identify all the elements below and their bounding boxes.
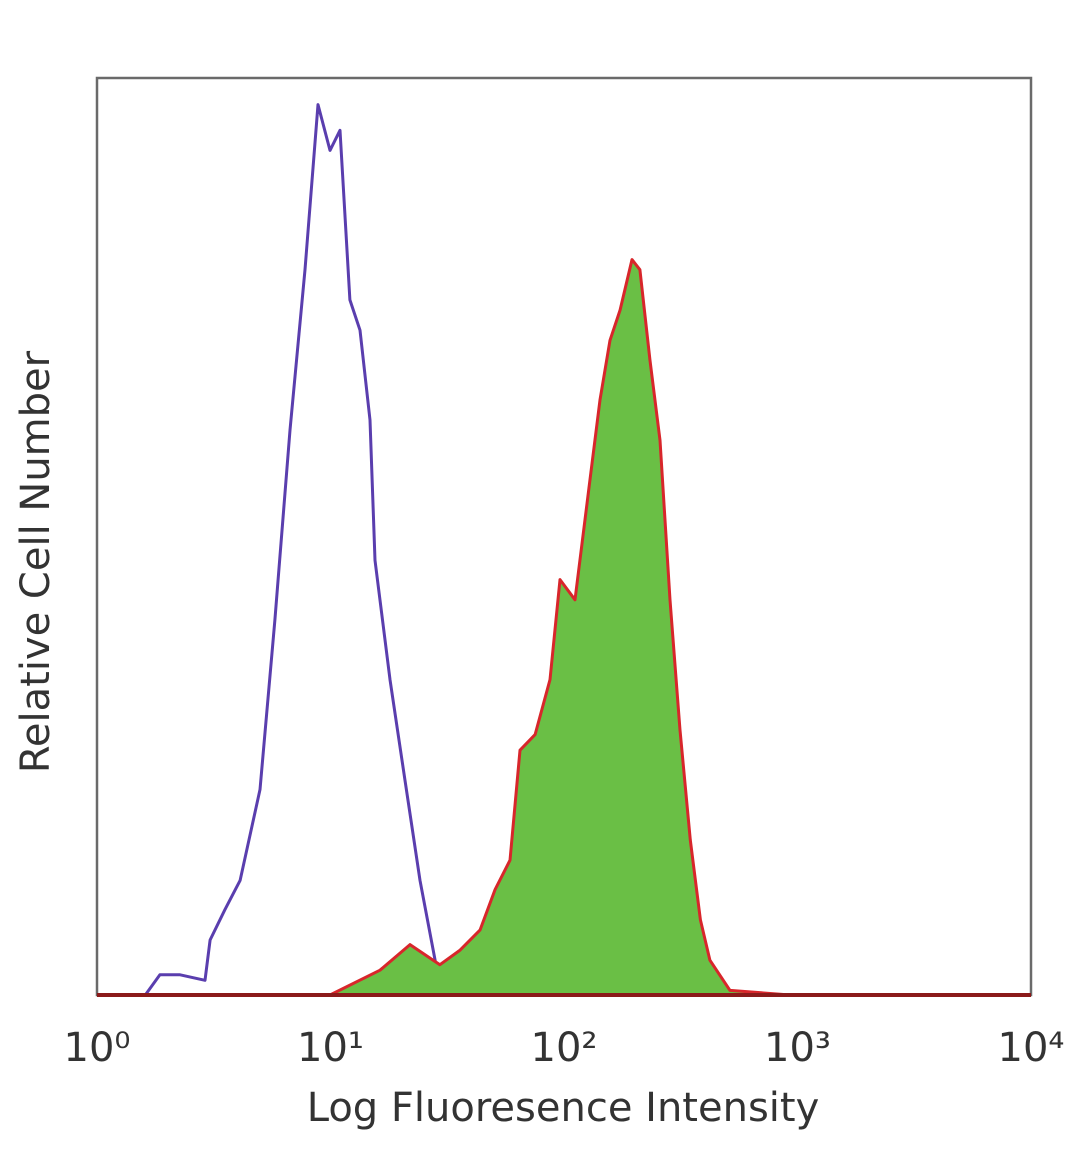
x-tick-label: 10² [531, 1025, 598, 1071]
y-axis-title: Relative Cell Number [13, 350, 59, 773]
x-tick-label: 10³ [764, 1025, 831, 1071]
histogram-area [328, 258, 792, 997]
x-tick-label: 10⁴ [998, 1025, 1065, 1071]
histogram-line [144, 103, 442, 996]
x-axis-title: Log Fluoresence Intensity [307, 1085, 820, 1131]
x-tick-label: 10¹ [297, 1025, 364, 1071]
x-tick-label: 10⁰ [64, 1025, 131, 1071]
